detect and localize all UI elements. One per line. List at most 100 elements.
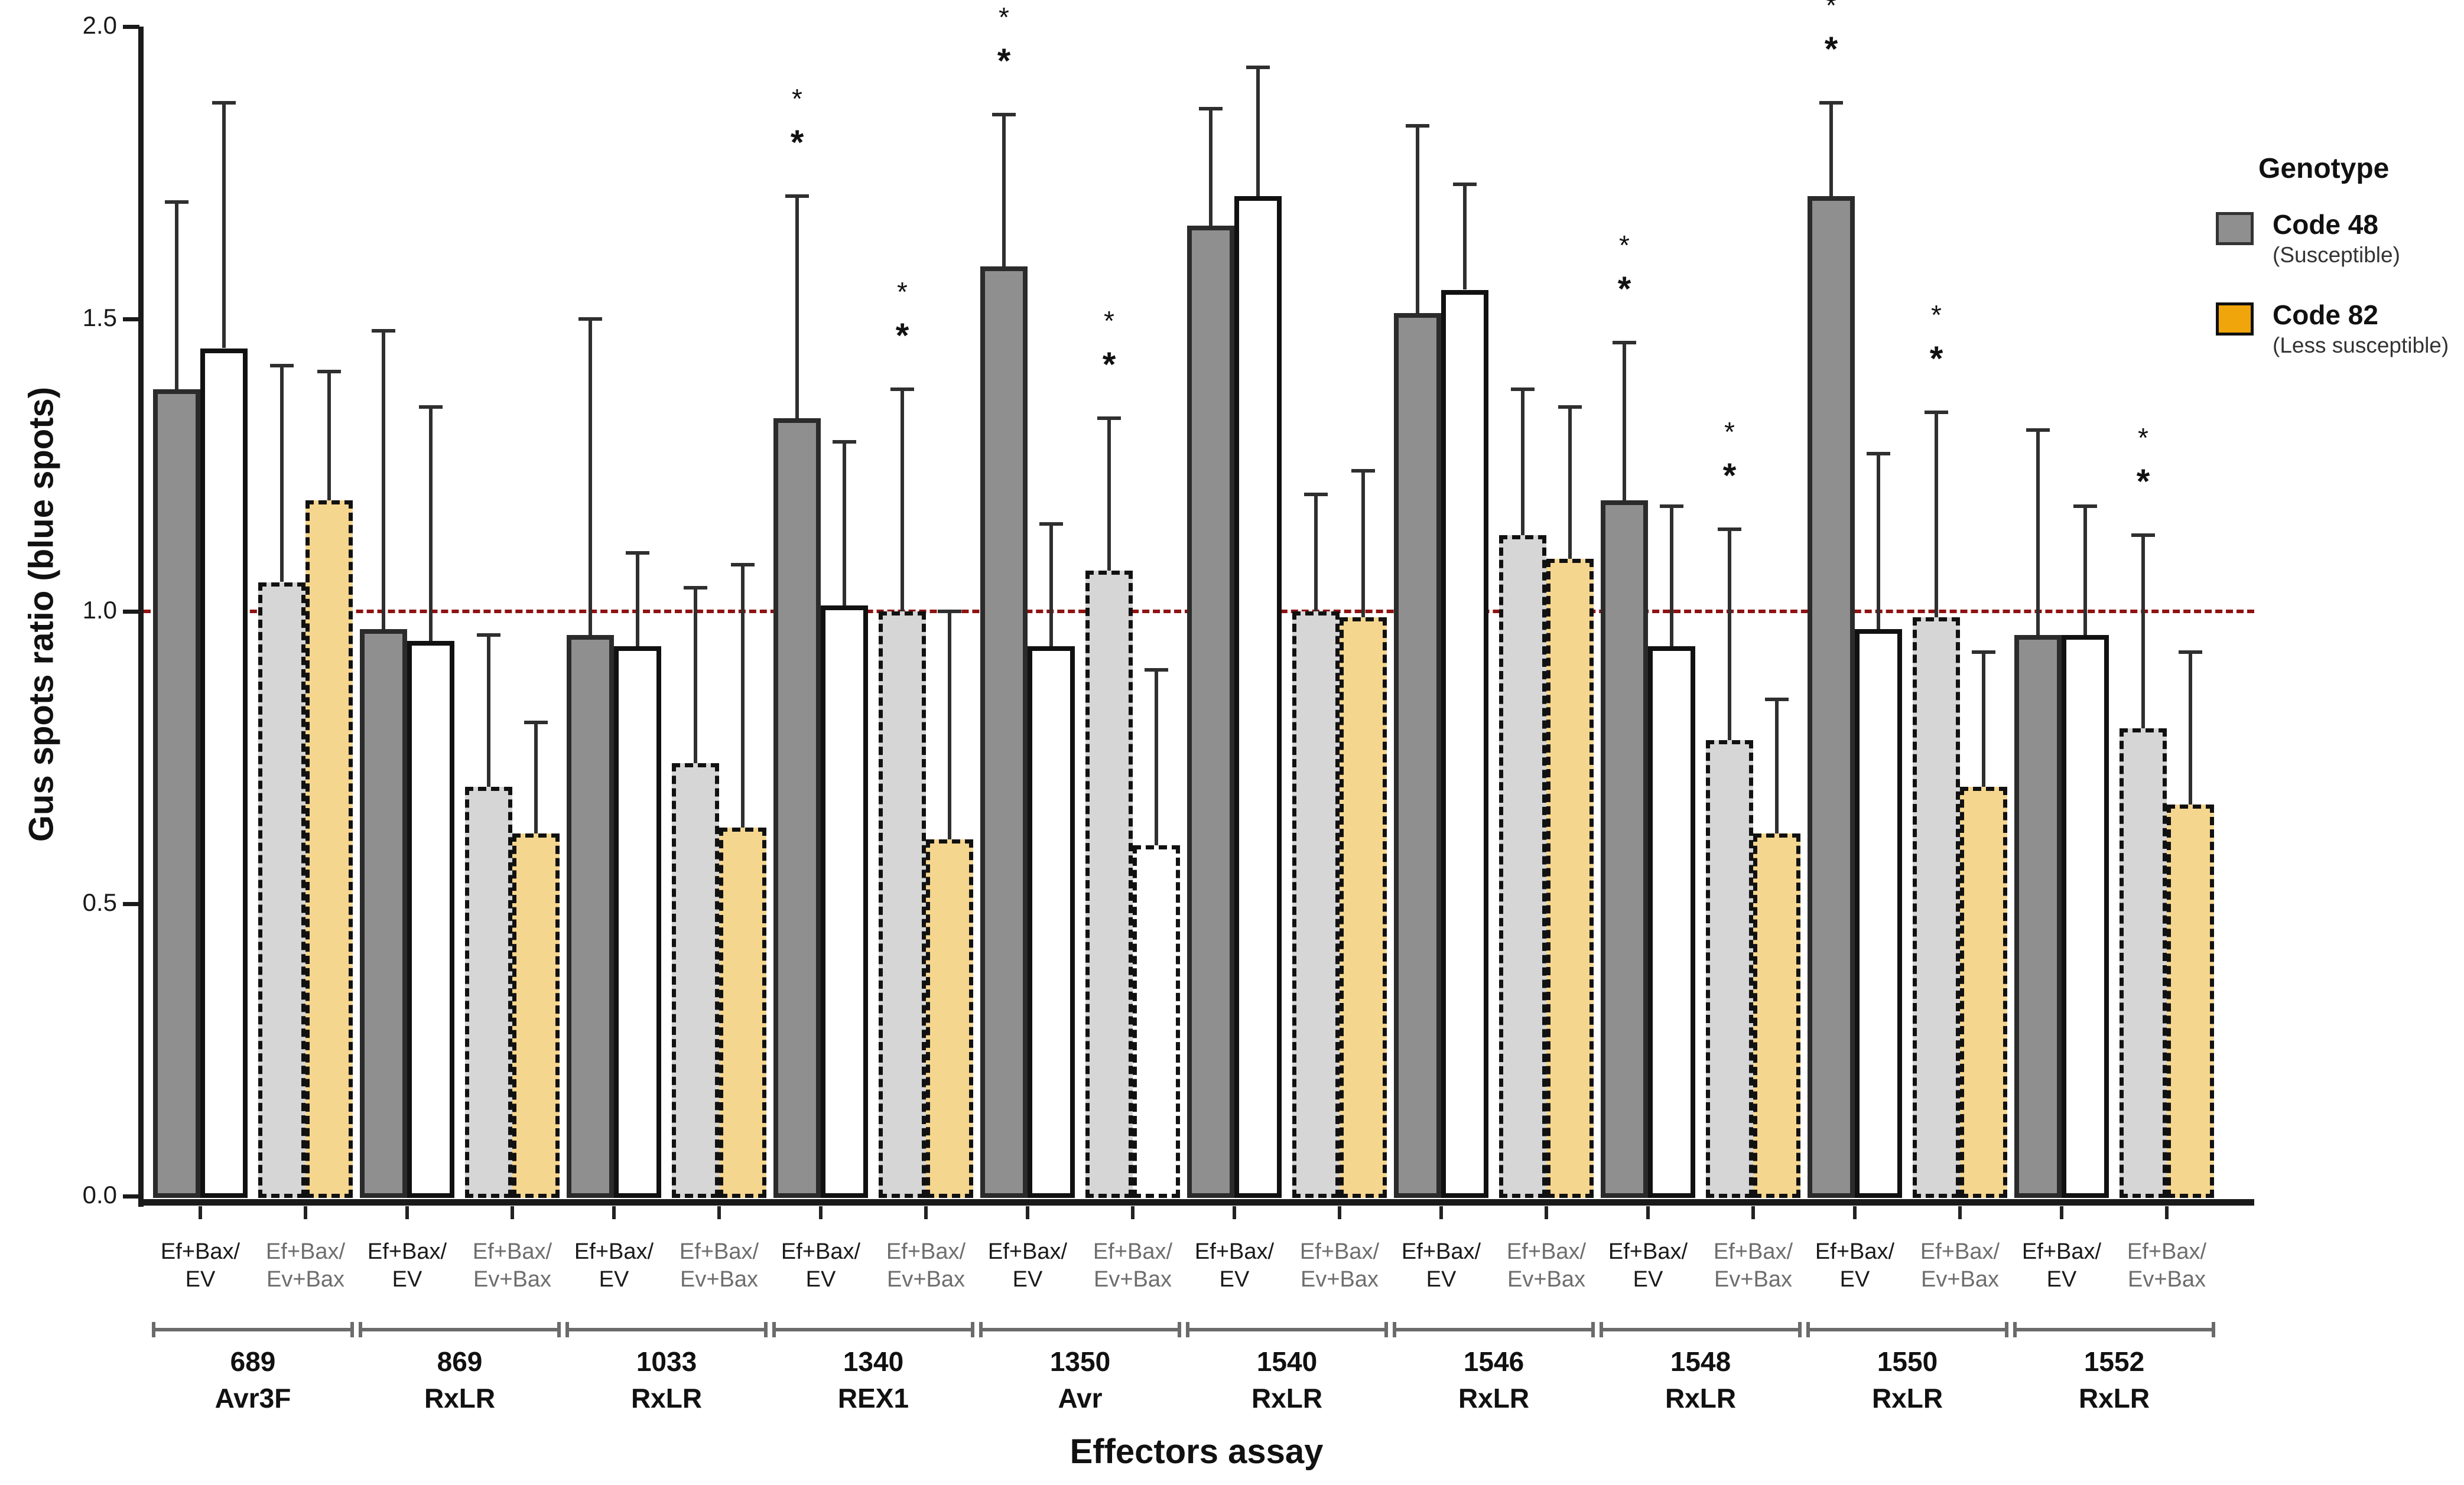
- error-bar: [1002, 114, 1006, 266]
- error-bar-cap: [992, 112, 1016, 116]
- error-bar-cap: [1925, 411, 1948, 415]
- bar-1550-code48-ef-bax-ev-bax: [1913, 617, 1960, 1198]
- effector-gene-label: RxLR: [630, 1383, 703, 1414]
- x-axis-tick: [1026, 1206, 1029, 1219]
- error-bar-cap: [270, 364, 294, 368]
- error-bar-cap: [419, 405, 443, 409]
- bar-1552-code82-ef-bax-ev: [2062, 634, 2109, 1198]
- error-bar-cap: [524, 721, 548, 725]
- condition-label: Ef+Bax/EV: [1815, 1239, 1895, 1292]
- condition-label: Ef+Bax/EV: [1194, 1239, 1275, 1292]
- bar-1548-code82-ef-bax-ev-bax: [1753, 833, 1800, 1198]
- group-bracket-end: [1806, 1322, 1810, 1337]
- significance-marker: *: [1102, 346, 1116, 385]
- effector-gene-label: RxLR: [1251, 1383, 1323, 1414]
- effector-gene-label: Avr3F: [214, 1383, 291, 1414]
- y-axis-line: [138, 27, 144, 1207]
- group-bracket-end: [359, 1322, 362, 1337]
- x-axis-tick: [717, 1206, 721, 1219]
- condition-label: Ef+Bax/EV: [1401, 1239, 1481, 1292]
- group-bracket: [1600, 1328, 1802, 1331]
- group-bracket: [1393, 1328, 1595, 1331]
- x-axis-tick: [511, 1206, 514, 1219]
- error-bar: [487, 634, 490, 787]
- group-bracket-end: [1186, 1322, 1189, 1337]
- error-bar: [534, 722, 538, 834]
- bar-1546-code48-ef-bax-ev-bax: [1499, 535, 1546, 1198]
- x-axis-tick: [1853, 1206, 1857, 1219]
- error-bar: [694, 588, 697, 764]
- error-bar-cap: [317, 370, 341, 374]
- error-bar: [327, 372, 331, 500]
- condition-label: Ef+Bax/EV: [987, 1239, 1068, 1292]
- effector-id-label: 1540: [1256, 1346, 1318, 1377]
- condition-label: Ef+Bax/EV: [160, 1239, 240, 1292]
- bar-689-code48-ef-bax-ev-bax: [258, 582, 305, 1198]
- significance-marker: *: [2138, 422, 2148, 454]
- y-axis-tick: [123, 902, 139, 906]
- bar-1546-code82-ef-bax-ev-bax: [1546, 558, 1594, 1198]
- bar-1350-code82-ef-bax-ev-bax: [1133, 845, 1180, 1198]
- error-bar: [795, 196, 799, 419]
- bar-869-code82-ef-bax-ev-bax: [512, 833, 560, 1198]
- error-bar: [1521, 389, 1524, 536]
- bar-1548-code82-ef-bax-ev: [1648, 646, 1695, 1198]
- x-axis-tick: [1751, 1206, 1755, 1219]
- error-bar: [1049, 523, 1053, 647]
- group-bracket-end: [1798, 1322, 1802, 1337]
- bar-869-code48-ef-bax-ev: [360, 628, 407, 1198]
- group-bracket: [979, 1328, 1181, 1331]
- error-bar: [1416, 126, 1419, 314]
- error-bar-cap: [684, 586, 707, 590]
- bar-1540-code82-ef-bax-ev-bax: [1340, 617, 1387, 1198]
- bar-869-code48-ef-bax-ev-bax: [465, 787, 512, 1198]
- bar-1540-code82-ef-bax-ev: [1234, 196, 1282, 1198]
- error-bar-cap: [1039, 522, 1063, 526]
- error-bar: [2189, 652, 2192, 805]
- bar-1350-code82-ef-bax-ev: [1028, 646, 1075, 1198]
- effector-id-label: 1350: [1049, 1346, 1111, 1377]
- error-bar: [1877, 453, 1880, 629]
- legend-sublabel-code82: (Less susceptible): [2273, 333, 2449, 357]
- y-axis-tick-label: 0.0: [82, 1181, 117, 1209]
- error-bar: [1829, 102, 1833, 197]
- x-axis-tick: [819, 1206, 823, 1219]
- group-bracket-end: [2005, 1322, 2008, 1337]
- significance-marker: *: [1617, 269, 1631, 308]
- group-bracket: [772, 1328, 974, 1331]
- condition-label: Ef+Bax/Ev+Bax: [886, 1239, 966, 1292]
- bar-869-code82-ef-bax-ev: [407, 640, 454, 1198]
- effector-id-label: 1550: [1877, 1346, 1938, 1377]
- error-bar-cap: [578, 317, 602, 321]
- bar-1540-code48-ef-bax-ev: [1187, 225, 1234, 1198]
- effector-gene-label: Avr: [1058, 1383, 1103, 1414]
- bar-1550-code82-ef-bax-ev: [1855, 628, 1902, 1198]
- group-bracket-end: [971, 1322, 974, 1337]
- error-bar: [1463, 184, 1467, 290]
- bar-1548-code48-ef-bax-ev: [1601, 500, 1648, 1198]
- error-bar-cap: [1511, 387, 1535, 391]
- error-bar: [429, 406, 433, 641]
- y-axis-tick-label: 0.5: [82, 888, 117, 916]
- bar-1033-code48-ef-bax-ev-bax: [672, 763, 719, 1198]
- significance-marker: *: [2136, 463, 2150, 501]
- error-bar: [1623, 342, 1626, 500]
- effector-gene-label: RxLR: [424, 1383, 496, 1414]
- effector-gene-label: REX1: [837, 1383, 909, 1414]
- x-axis-tick: [1338, 1206, 1341, 1219]
- effector-id-label: 1033: [636, 1346, 697, 1377]
- condition-label: Ef+Bax/Ev+Bax: [1299, 1239, 1380, 1292]
- error-bar: [1728, 529, 1731, 740]
- effector-id-label: 869: [437, 1346, 483, 1377]
- group-bracket-end: [2212, 1322, 2215, 1337]
- error-bar: [175, 202, 178, 389]
- y-axis-tick: [123, 317, 139, 321]
- error-bar-cap: [833, 439, 856, 444]
- error-bar-cap: [1867, 451, 1890, 455]
- effector-id-label: 1546: [1463, 1346, 1524, 1377]
- bar-1033-code82-ef-bax-ev: [614, 646, 661, 1198]
- error-bar: [1361, 471, 1365, 617]
- condition-label: Ef+Bax/Ev+Bax: [1713, 1239, 1793, 1292]
- x-axis-tick: [1131, 1206, 1135, 1219]
- group-bracket-end: [979, 1322, 983, 1337]
